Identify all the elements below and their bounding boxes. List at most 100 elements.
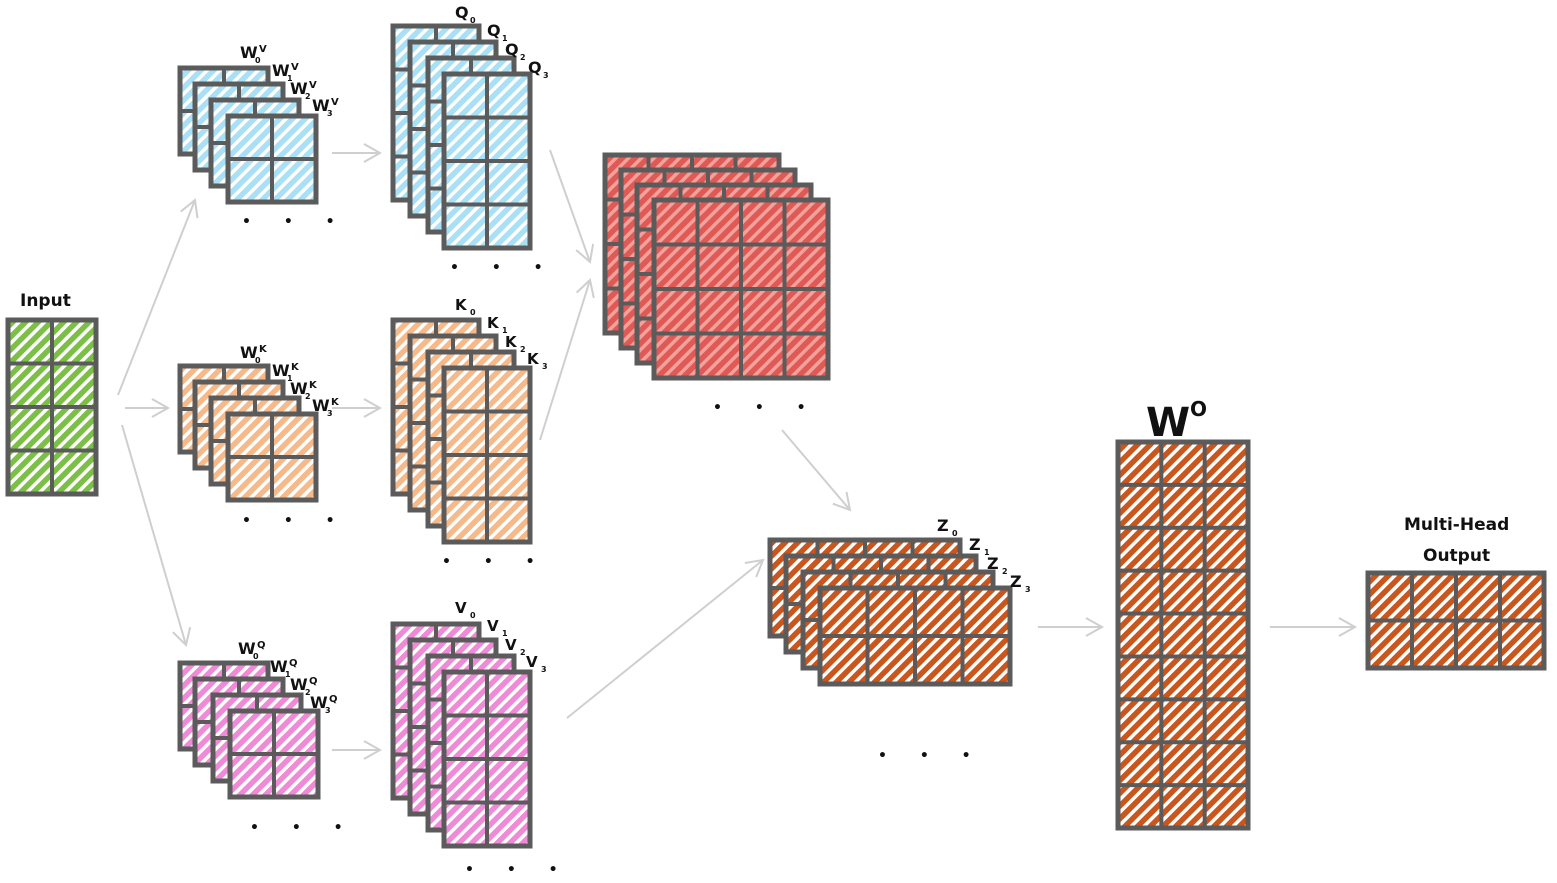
svg-text:Z: Z — [969, 535, 981, 554]
z-labels: Z 0 Z 1 Z 2 Z 3 — [937, 516, 1031, 594]
svg-text:1: 1 — [285, 670, 291, 679]
svg-text:0: 0 — [470, 611, 476, 620]
svg-text:K: K — [455, 296, 468, 314]
v0-label: V 0 — [455, 599, 476, 620]
wq2-label: W 2 Q — [290, 675, 318, 697]
output-label-line1: Multi-Head — [1404, 515, 1509, 535]
ellipsis-wk: • • • — [242, 513, 349, 529]
v3-label: V 3 — [526, 653, 547, 674]
svg-text:Q: Q — [505, 40, 519, 59]
svg-text:K: K — [309, 380, 318, 391]
svg-text:W: W — [312, 96, 330, 115]
input-matrix — [5, 317, 99, 497]
svg-text:0: 0 — [255, 356, 261, 365]
q2-label: Q 2 — [505, 40, 526, 62]
svg-text:0: 0 — [255, 56, 261, 65]
svg-text:V: V — [505, 636, 517, 654]
svg-text:V: V — [259, 44, 267, 55]
wv1-label: W 1 V — [272, 61, 299, 83]
wq-labels: W 0 Q W 1 Q W 2 Q W 3 Q — [238, 639, 338, 715]
svg-text:1: 1 — [502, 629, 508, 638]
arrows — [117, 143, 1358, 760]
arrow-q-to-attn — [549, 149, 595, 264]
svg-text:W: W — [270, 657, 288, 676]
svg-text:3: 3 — [543, 71, 549, 80]
wv0-label: W 0 V — [240, 43, 267, 65]
ellipsis-q: • • • — [450, 260, 557, 276]
v-matrix-3 — [441, 669, 533, 849]
svg-text:K: K — [487, 314, 500, 332]
arrow-k-to-attn — [539, 278, 595, 441]
svg-text:2: 2 — [520, 53, 526, 62]
k-labels: K 0 K 1 K 2 K 3 — [455, 296, 548, 371]
wk-matrix-3 — [225, 411, 319, 503]
arrow-input-to-wq — [121, 424, 192, 647]
wq3-label: W 3 Q — [310, 693, 338, 715]
z2-label: Z 2 — [987, 554, 1008, 576]
svg-text:V: V — [309, 80, 317, 91]
z-matrix-3 — [817, 585, 1013, 687]
svg-text:2: 2 — [520, 648, 526, 657]
svg-text:1: 1 — [287, 74, 293, 83]
svg-text:W: W — [1146, 400, 1190, 446]
svg-text:3: 3 — [1025, 585, 1031, 594]
arrow-v-to-z — [566, 558, 765, 719]
wk1-label: W 1 K — [272, 361, 300, 383]
svg-text:Q: Q — [309, 676, 318, 687]
svg-text:Z: Z — [1010, 572, 1022, 591]
q3-label: Q 3 — [528, 58, 549, 80]
svg-text:K: K — [291, 362, 300, 373]
svg-text:0: 0 — [470, 16, 476, 25]
wv2-label: W 2 V — [290, 79, 317, 101]
svg-text:W: W — [240, 343, 258, 362]
svg-text:W: W — [310, 693, 328, 712]
svg-text:Q: Q — [455, 3, 469, 22]
svg-text:V: V — [487, 617, 499, 635]
wk2-label: W 2 K — [290, 379, 318, 401]
svg-text:K: K — [259, 344, 268, 355]
svg-text:W: W — [290, 379, 308, 398]
svg-text:3: 3 — [542, 362, 548, 371]
q1-label: Q 1 — [487, 21, 508, 43]
v2-label: V 2 — [505, 636, 526, 657]
svg-text:Q: Q — [289, 658, 298, 669]
z0-label: Z 0 — [937, 516, 958, 538]
svg-text:V: V — [526, 653, 538, 671]
svg-text:V: V — [331, 97, 339, 108]
svg-text:Q: Q — [487, 21, 501, 40]
ellipsis-z: • • • — [878, 748, 985, 764]
ellipsis-k: • • • — [442, 554, 549, 570]
svg-text:W: W — [272, 361, 290, 380]
wq1-label: W 1 Q — [270, 657, 298, 679]
matrices — [5, 23, 1547, 849]
k1-label: K 1 — [487, 314, 508, 335]
svg-text:W: W — [290, 79, 308, 98]
svg-text:W: W — [238, 639, 256, 658]
labels: Input W 0 V W 1 V W 2 V W 3 V — [20, 3, 1509, 878]
svg-text:0: 0 — [952, 529, 958, 538]
wk-labels: W 0 K W 1 K W 2 K W 3 K — [240, 343, 340, 418]
z1-label: Z 1 — [969, 535, 990, 557]
svg-text:0: 0 — [253, 652, 259, 661]
svg-text:1: 1 — [287, 374, 293, 383]
ellipsis-wq: • • • — [250, 820, 357, 836]
wo-matrix — [1115, 439, 1251, 831]
k-matrix-3 — [441, 365, 533, 545]
wo-label: W O — [1146, 397, 1207, 446]
z3-label: Z 3 — [1010, 572, 1031, 594]
svg-text:V: V — [455, 599, 467, 617]
wv-matrix-3 — [225, 113, 319, 205]
svg-text:K: K — [505, 333, 518, 351]
ellipsis-wv: • • • — [242, 214, 349, 230]
svg-text:W: W — [272, 61, 290, 80]
ellipsis-v: • • • — [465, 862, 572, 878]
svg-text:Z: Z — [987, 554, 999, 573]
svg-text:3: 3 — [325, 706, 331, 715]
input-label: Input — [20, 291, 71, 311]
svg-text:Z: Z — [937, 516, 949, 535]
wk0-label: W 0 K — [240, 343, 268, 365]
svg-text:2: 2 — [520, 345, 526, 354]
svg-text:O: O — [1190, 397, 1207, 421]
k0-label: K 0 — [455, 296, 476, 317]
svg-text:2: 2 — [1002, 567, 1008, 576]
